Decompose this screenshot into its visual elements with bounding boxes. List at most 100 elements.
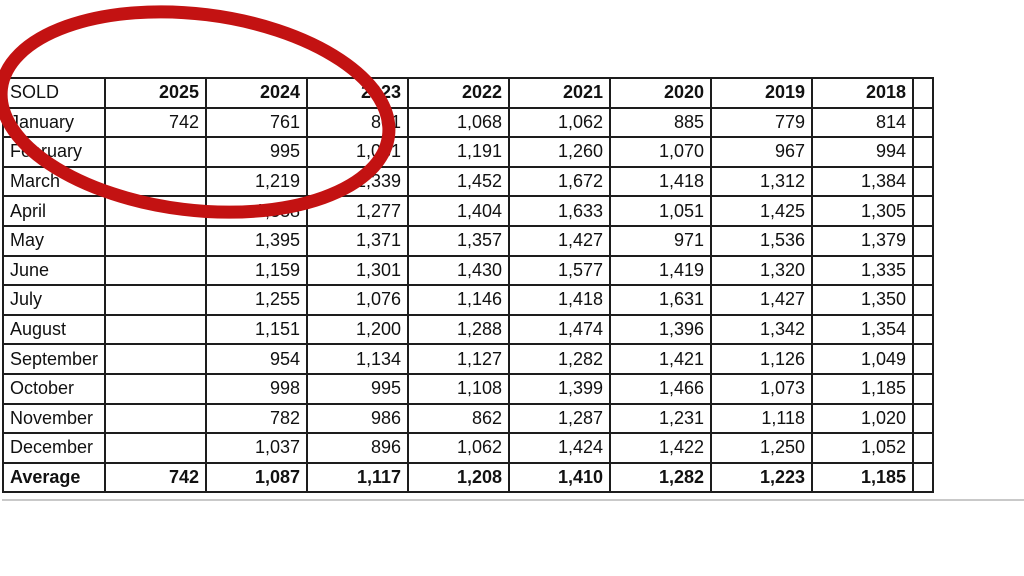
value-cell: 1,421	[609, 343, 713, 375]
value-cell: 1,051	[609, 195, 713, 227]
table-row: January 742 761 801 1,068 1,062 885 779 814	[1, 106, 935, 139]
average-value-cell: 1,208	[407, 461, 511, 494]
month-label-cell: September	[1, 343, 107, 375]
year-header-cell: 2024	[205, 77, 309, 109]
value-cell: 1,633	[508, 195, 612, 227]
value-cell: 1,474	[508, 313, 612, 346]
value-cell: 1,305	[811, 195, 915, 227]
value-cell: 1,126	[710, 343, 814, 375]
value-cell: 1,287	[508, 402, 612, 435]
value-cell: 1,430	[407, 254, 511, 287]
clipped-value-cell	[912, 165, 935, 198]
year-header-cell: 2023	[306, 77, 410, 109]
value-cell: 1,108	[407, 372, 511, 405]
value-cell: 967	[710, 136, 814, 168]
value-cell: 1,631	[609, 284, 713, 316]
value-cell: 1,399	[508, 372, 612, 405]
value-cell: 994	[811, 136, 915, 168]
value-cell: 1,020	[811, 402, 915, 435]
table-row: May 1,395 1,371 1,357 1,427 971 1,536 1,379	[1, 224, 935, 257]
value-cell: 896	[306, 432, 410, 464]
value-cell: 1,191	[407, 136, 511, 168]
value-cell: 1,062	[407, 432, 511, 464]
value-cell: 1,037	[205, 432, 309, 464]
value-cell: 782	[205, 402, 309, 435]
month-label-cell: August	[1, 313, 107, 346]
sold-by-month-table-container: SOLD 2025 2024 2023 2022 2021 2020 2019 2018 Ja…	[1, 77, 1024, 494]
value-cell: 885	[609, 106, 713, 139]
value-cell: 1,418	[508, 284, 612, 316]
value-cell: 1,427	[710, 284, 814, 316]
value-cell: 1,350	[811, 284, 915, 316]
value-cell: 1,159	[205, 254, 309, 287]
table-row: September 954 1,134 1,127 1,282 1,421 1,126 1,0…	[1, 343, 935, 375]
clipped-next-year-cell	[912, 77, 935, 109]
table-row: February 995 1,031 1,191 1,260 1,070 967 994	[1, 136, 935, 168]
value-cell: 1,452	[407, 165, 511, 198]
year-header-cell: 2019	[710, 77, 814, 109]
clipped-value-cell	[912, 284, 935, 316]
month-label-cell: December	[1, 432, 107, 464]
value-cell: 779	[710, 106, 814, 139]
value-cell: 1,339	[306, 165, 410, 198]
value-cell: 1,404	[407, 195, 511, 227]
value-cell: 1,396	[609, 313, 713, 346]
average-value-cell: 1,185	[811, 461, 915, 494]
value-cell: 801	[306, 106, 410, 139]
value-cell: 1,320	[710, 254, 814, 287]
table-row: August 1,151 1,200 1,288 1,474 1,396 1,342 1,35…	[1, 313, 935, 346]
value-cell: 1,395	[205, 224, 309, 257]
month-label-cell: November	[1, 402, 107, 435]
average-value-cell: 742	[104, 461, 208, 494]
clipped-value-cell	[912, 372, 935, 405]
value-cell: 1,312	[710, 165, 814, 198]
month-label-cell: March	[1, 165, 107, 198]
value-cell: 1,424	[508, 432, 612, 464]
clipped-average-cell	[912, 461, 935, 494]
value-cell: 1,384	[811, 165, 915, 198]
value-cell	[104, 372, 208, 405]
table-row: October 998 995 1,108 1,399 1,466 1,073 1,185	[1, 372, 935, 405]
value-cell	[104, 343, 208, 375]
value-cell: 1,277	[306, 195, 410, 227]
value-cell: 1,052	[811, 432, 915, 464]
clipped-value-cell	[912, 432, 935, 464]
clipped-value-cell	[912, 313, 935, 346]
month-label-cell: June	[1, 254, 107, 287]
clipped-value-cell	[912, 136, 935, 168]
value-cell: 1,379	[811, 224, 915, 257]
clipped-value-cell	[912, 254, 935, 287]
value-cell: 1,146	[407, 284, 511, 316]
table-row: April 1,338 1,277 1,404 1,633 1,051 1,425 1,305	[1, 195, 935, 227]
table-row: March 1,219 1,339 1,452 1,672 1,418 1,312 1,384	[1, 165, 935, 198]
value-cell: 1,536	[710, 224, 814, 257]
table-row: July 1,255 1,076 1,146 1,418 1,631 1,427 1,350	[1, 284, 935, 316]
clipped-value-cell	[912, 195, 935, 227]
value-cell: 1,335	[811, 254, 915, 287]
value-cell: 1,288	[407, 313, 511, 346]
month-label-cell: May	[1, 224, 107, 257]
value-cell: 1,127	[407, 343, 511, 375]
table-row: June 1,159 1,301 1,430 1,577 1,419 1,320 1,335	[1, 254, 935, 287]
average-label-cell: Average	[1, 461, 107, 494]
value-cell: 1,672	[508, 165, 612, 198]
value-cell: 862	[407, 402, 511, 435]
value-cell: 1,419	[609, 254, 713, 287]
value-cell	[104, 136, 208, 168]
average-row: Average 742 1,087 1,117 1,208 1,410 1,282 1,223…	[1, 461, 935, 494]
value-cell: 1,282	[508, 343, 612, 375]
value-cell: 1,354	[811, 313, 915, 346]
value-cell: 814	[811, 106, 915, 139]
value-cell: 1,418	[609, 165, 713, 198]
value-cell: 1,577	[508, 254, 612, 287]
value-cell: 1,255	[205, 284, 309, 316]
average-value-cell: 1,223	[710, 461, 814, 494]
header-row: SOLD 2025 2024 2023 2022 2021 2020 2019 2018	[1, 77, 935, 109]
value-cell: 1,357	[407, 224, 511, 257]
faint-next-row-line	[2, 499, 1024, 501]
value-cell: 1,301	[306, 254, 410, 287]
month-label-cell: July	[1, 284, 107, 316]
value-cell: 1,231	[609, 402, 713, 435]
value-cell: 1,250	[710, 432, 814, 464]
value-cell: 1,070	[609, 136, 713, 168]
